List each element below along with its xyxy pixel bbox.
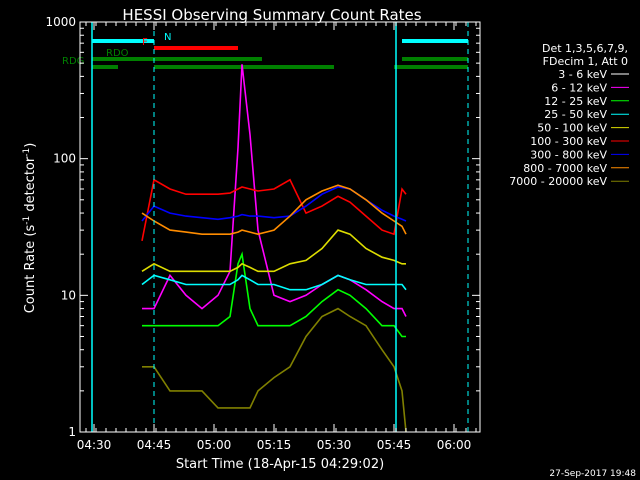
y-axis-label-part1: Count Rate (s bbox=[23, 225, 38, 314]
x-axis-label: Start Time (18-Apr-15 04:29:02) bbox=[176, 457, 384, 472]
legend-header-line1: Det 1,3,5,6,7,9, bbox=[542, 42, 628, 55]
timestamp: 27-Sep-2017 19:48 bbox=[549, 469, 636, 479]
flag-label-rdo: RDO bbox=[106, 48, 129, 59]
series-line-100-300-kev bbox=[141, 178, 407, 242]
y-tick-label: 1000 bbox=[45, 15, 76, 29]
x-tick-label: 06:00 bbox=[437, 438, 472, 452]
legend-label-300-800-kev: 300 - 800 keV bbox=[530, 148, 607, 161]
legend-label-7000-20000-kev: 7000 - 20000 keV bbox=[509, 175, 607, 188]
y-axis-label: Count Rate (s-1 detector-1) bbox=[22, 143, 38, 314]
legend-label-800-7000-kev: 800 - 7000 keV bbox=[523, 162, 607, 175]
legend-label-3-6-kev: 3 - 6 keV bbox=[558, 68, 607, 81]
x-tick-label: 05:30 bbox=[317, 438, 352, 452]
series-line-12-25-kev bbox=[142, 251, 406, 338]
plot-frame bbox=[79, 21, 481, 433]
chart-title: HESSI Observing Summary Count Rates bbox=[122, 6, 421, 24]
vertical-markers bbox=[91, 22, 469, 432]
series-layer bbox=[141, 64, 407, 433]
series-line-3-6-kev bbox=[142, 123, 407, 367]
legend-label-6-12-kev: 6 - 12 keV bbox=[551, 81, 607, 94]
series-line-7000-20000-kev bbox=[142, 307, 407, 433]
y-tick-label: 10 bbox=[61, 288, 76, 302]
legend-label-50-100-kev: 50 - 100 keV bbox=[537, 122, 607, 135]
y-tick-label: 1 bbox=[68, 425, 76, 439]
y-axis-label-part2: detector bbox=[23, 156, 38, 216]
flag-label-f: F bbox=[142, 37, 148, 48]
axis-ticks: 1 10 100 1000 04:30 04:45 05:00 05:15 05:30 05:45… bbox=[45, 15, 480, 452]
series-line-300-800-kev bbox=[141, 186, 407, 222]
flag-label-n: N bbox=[164, 32, 171, 43]
legend-label-100-300-kev: 100 - 300 keV bbox=[530, 135, 607, 148]
x-tick-label: 04:45 bbox=[137, 438, 172, 452]
x-tick-label: 05:00 bbox=[197, 438, 232, 452]
y-tick-label: 100 bbox=[53, 152, 76, 166]
y-axis-label-sup2: -1 bbox=[22, 148, 32, 157]
legend-header-line2: FDecim 1, Att 0 bbox=[543, 55, 628, 68]
x-tick-label: 05:15 bbox=[257, 438, 292, 452]
y-axis-label-part3: ) bbox=[23, 143, 38, 148]
flag-bars: N F RDO RDG bbox=[62, 32, 468, 69]
legend: Det 1,3,5,6,7,9, FDecim 1, Att 0 3 - 6 k… bbox=[509, 42, 629, 188]
legend-label-12-25-kev: 12 - 25 keV bbox=[544, 95, 607, 108]
series-line-50-100-kev bbox=[141, 229, 406, 273]
x-tick-label: 05:45 bbox=[377, 438, 412, 452]
series-line-800-7000-kev bbox=[141, 184, 407, 236]
series-line-25-50-kev bbox=[141, 274, 407, 291]
flag-label-rdg: RDG bbox=[62, 56, 84, 67]
series-line-6-12-kev bbox=[142, 64, 407, 317]
legend-label-25-50-kev: 25 - 50 keV bbox=[544, 108, 607, 121]
x-tick-label: 04:30 bbox=[77, 438, 112, 452]
y-axis-label-sup1: -1 bbox=[22, 216, 32, 225]
